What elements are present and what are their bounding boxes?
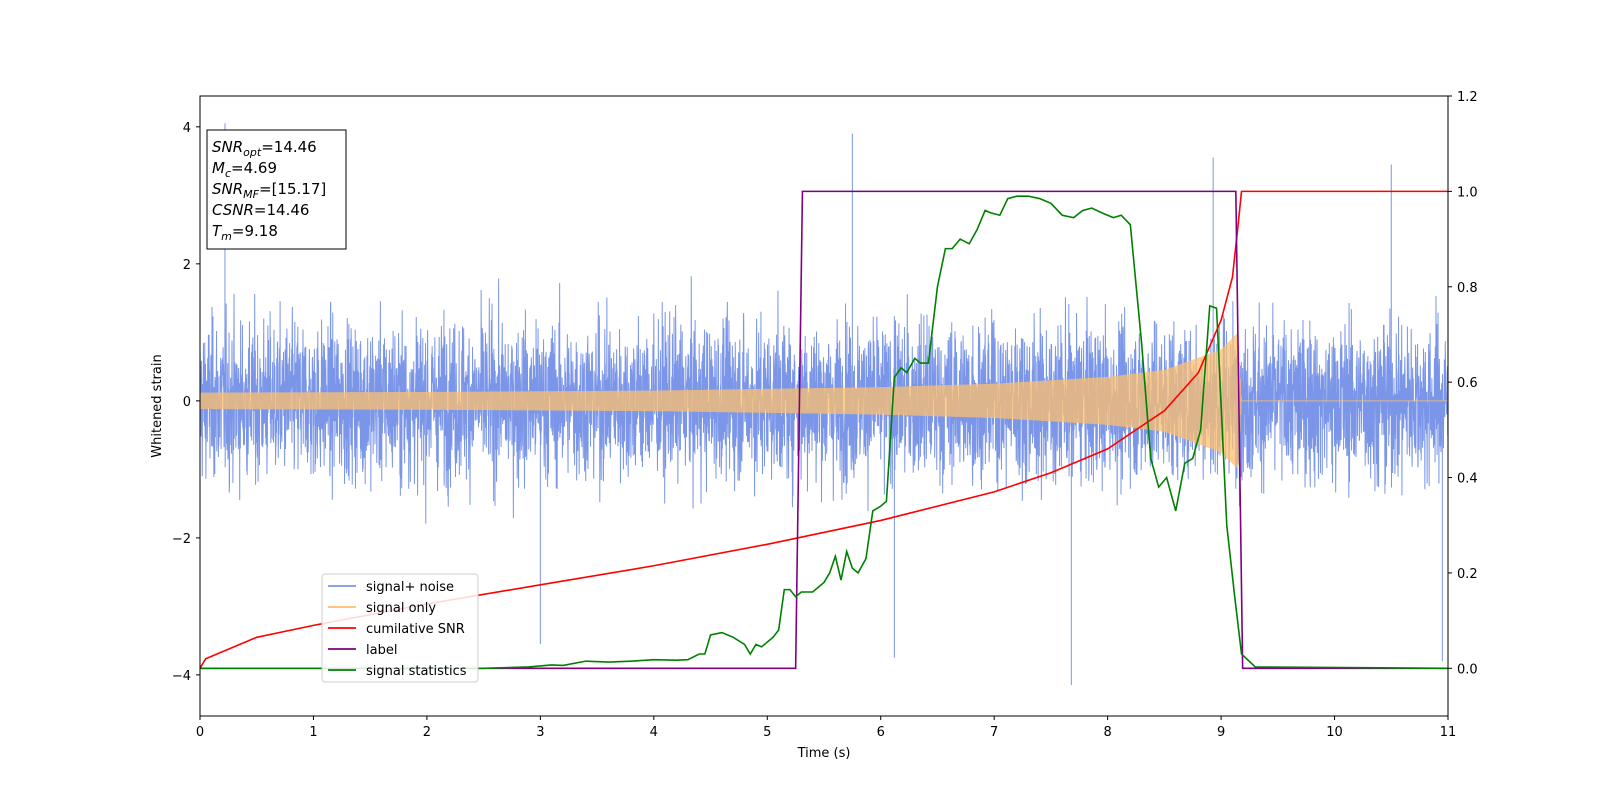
x-tick-label: 3 xyxy=(536,725,544,740)
legend-label: signal statistics xyxy=(366,664,467,679)
y-right-tick-label: 1.0 xyxy=(1457,185,1478,200)
cumilative-snr-line xyxy=(200,190,1448,669)
x-tick-label: 8 xyxy=(1103,725,1111,740)
y-right-tick-label: 0.8 xyxy=(1457,281,1478,296)
x-tick-label: 10 xyxy=(1326,725,1343,740)
legend-label: signal only xyxy=(366,601,436,616)
x-axis: 0 1 2 3 4 5 6 7 8 9 10 11 xyxy=(196,716,1456,740)
y-left-tick-label: −2 xyxy=(172,532,191,547)
label-line xyxy=(200,190,1448,670)
x-tick-label: 5 xyxy=(763,725,771,740)
annotation-box: SNRopt=14.46Mc=4.69SNRMF=[15.17]CSNR=14.… xyxy=(206,129,347,250)
y-right-tick-label: 1.2 xyxy=(1457,90,1478,105)
y-left-tick-label: 2 xyxy=(183,258,191,273)
x-tick-label: 1 xyxy=(309,725,317,740)
legend-label: cumilative SNR xyxy=(366,622,465,637)
annotation-line: SNRopt=14.46 xyxy=(212,138,317,159)
y-left-tick-label: 0 xyxy=(183,395,191,410)
annotation-line: CSNR=14.46 xyxy=(212,201,309,219)
x-tick-label: 0 xyxy=(196,725,204,740)
signal-plus-noise-line xyxy=(200,123,1448,686)
x-tick-label: 4 xyxy=(650,725,658,740)
annotation-line: Tm=9.18 xyxy=(212,222,278,243)
y-axis-left: −4 −2 0 2 4 xyxy=(172,121,200,684)
legend-label: signal+ noise xyxy=(366,580,454,595)
signal-statistics-line xyxy=(200,195,1448,670)
y-left-tick-label: 4 xyxy=(183,121,191,136)
y-right-tick-label: 0.4 xyxy=(1457,472,1478,487)
series-cumilative-snr xyxy=(200,190,1448,669)
x-tick-label: 9 xyxy=(1217,725,1225,740)
y-right-tick-label: 0.6 xyxy=(1457,376,1478,391)
y-axis-right: 0.0 0.2 0.4 0.6 0.8 1.0 1.2 xyxy=(1448,90,1478,677)
x-tick-label: 6 xyxy=(877,725,885,740)
y-axis-label: Whitened strain xyxy=(150,354,165,457)
plot-frame xyxy=(199,95,1449,717)
x-tick-label: 11 xyxy=(1440,725,1457,740)
x-tick-label: 7 xyxy=(990,725,998,740)
series-signal-statistics xyxy=(200,195,1448,670)
series-signal-plus-noise xyxy=(200,123,1448,686)
y-right-tick-label: 0.0 xyxy=(1457,662,1478,677)
y-right-tick-label: 0.2 xyxy=(1457,567,1478,582)
legend: signal+ noise signal only cumilative SNR la… xyxy=(321,573,479,683)
x-tick-label: 2 xyxy=(423,725,431,740)
series-label xyxy=(200,190,1448,670)
x-axis-label: Time (s) xyxy=(797,746,851,761)
annotation-line: Mc=4.69 xyxy=(212,159,277,180)
legend-label: label xyxy=(366,643,397,658)
y-left-tick-label: −4 xyxy=(172,669,191,684)
annotation-line: SNRMF=[15.17] xyxy=(212,180,326,201)
